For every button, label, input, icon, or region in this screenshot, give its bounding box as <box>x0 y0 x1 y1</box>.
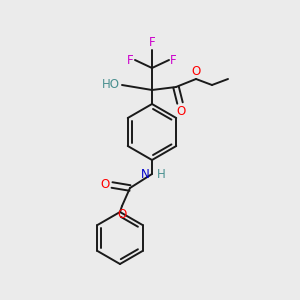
Text: F: F <box>149 36 155 49</box>
Text: H: H <box>157 167 166 181</box>
Text: HO: HO <box>102 79 120 92</box>
Text: F: F <box>170 53 177 67</box>
Text: O: O <box>191 65 201 78</box>
Text: O: O <box>117 208 127 221</box>
Text: O: O <box>101 178 110 190</box>
Text: F: F <box>128 53 134 67</box>
Text: O: O <box>176 105 186 118</box>
Text: N: N <box>141 167 150 181</box>
